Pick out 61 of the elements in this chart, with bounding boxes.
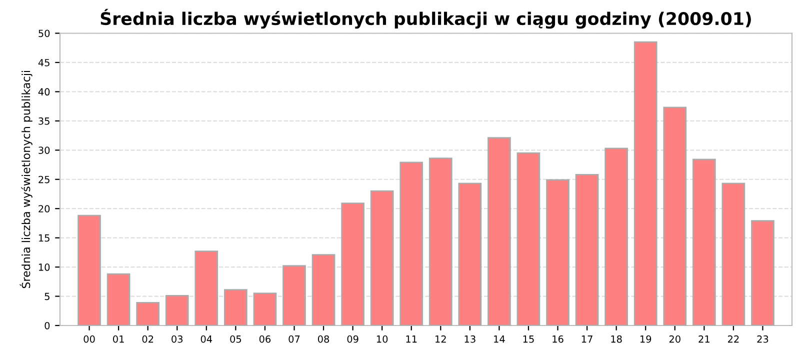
x-tick-label: 04	[200, 335, 212, 343]
bar	[341, 202, 364, 326]
bar	[106, 273, 130, 326]
bar	[722, 182, 746, 326]
y-tick-label: 5	[44, 292, 50, 300]
bar	[692, 158, 716, 326]
bar	[663, 106, 687, 326]
bar	[253, 292, 277, 326]
x-tick-label: 03	[172, 335, 183, 343]
chart-title: Średnia liczba wyświetlonych publikacji w ciągu godziny (2009.01)	[100, 8, 751, 29]
bar	[634, 41, 658, 326]
bar	[136, 302, 160, 326]
x-tick-label: 12	[436, 335, 446, 343]
x-tick-label: 21	[698, 335, 710, 343]
x-tick-label: 19	[640, 335, 652, 343]
x-tick-label: 20	[669, 335, 680, 343]
y-tick-label: 10	[38, 264, 50, 271]
x-tick-label: 05	[230, 335, 242, 343]
y-tick-label: 20	[38, 205, 50, 212]
y-tick-label: 50	[38, 30, 50, 38]
x-tick-label: 06	[259, 335, 271, 343]
x-tick-label: 15	[523, 336, 534, 343]
x-tick-label: 11	[406, 336, 417, 343]
y-tick-label: 15	[38, 234, 50, 242]
x-tick-label: 02	[142, 335, 154, 343]
bar	[370, 190, 394, 326]
bar	[516, 152, 540, 326]
x-tick-label: 22	[728, 335, 739, 343]
x-tick-label: 09	[347, 335, 358, 343]
y-tick-label: 0	[44, 322, 50, 330]
y-tick-label: 30	[38, 146, 50, 154]
y-tick-label: 35	[38, 117, 50, 125]
bar	[575, 174, 599, 326]
bar	[604, 148, 628, 326]
bar	[282, 265, 306, 326]
bar	[458, 182, 482, 326]
bar	[194, 250, 218, 326]
x-tick-label: 18	[611, 335, 622, 343]
bar	[428, 158, 452, 326]
x-tick-label: 14	[494, 336, 505, 343]
bar	[488, 137, 511, 326]
x-tick-label: 07	[288, 335, 300, 343]
x-tick-label: 08	[318, 335, 330, 343]
x-tick-label: 23	[757, 335, 768, 343]
x-tick-label: 10	[376, 335, 388, 343]
y-axis-title: Średnia liczba wyświetlonych publikacji	[20, 70, 32, 288]
bar	[546, 179, 570, 326]
bar	[224, 289, 248, 326]
bar	[751, 220, 774, 326]
y-tick-label: 45	[38, 59, 50, 66]
bar	[78, 214, 101, 326]
x-tick-label: 17	[582, 336, 592, 343]
bar	[165, 294, 189, 326]
bar	[312, 254, 336, 326]
y-tick-label: 40	[38, 88, 50, 96]
x-tick-label: 16	[552, 335, 564, 343]
x-tick-label: 01	[113, 335, 124, 343]
bar	[400, 162, 424, 326]
x-tick-label: 00	[84, 335, 95, 343]
y-tick-label: 25	[38, 176, 50, 184]
x-tick-label: 13	[464, 335, 476, 343]
